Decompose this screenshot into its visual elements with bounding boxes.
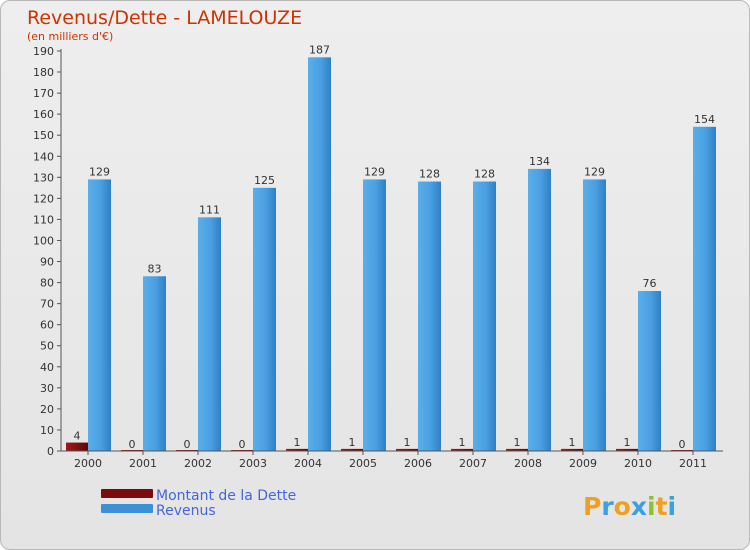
x-tick-label: 2000	[74, 457, 102, 470]
data-label-dette-2004: 1	[294, 436, 301, 449]
data-label-dette-2005: 1	[349, 436, 356, 449]
x-tick-label: 2003	[239, 457, 267, 470]
data-label-dette-2002: 0	[184, 438, 191, 451]
y-tick-label: 10	[40, 424, 54, 437]
data-label-dette-2011: 0	[679, 438, 686, 451]
y-axis-ticks: 0 10 20 30 40 50 60 70 80 90 100 110 120 130 140 150 160…	[33, 45, 61, 458]
y-tick-label: 130	[33, 171, 54, 184]
y-tick-label: 160	[33, 108, 54, 121]
x-tick-label: 2009	[569, 457, 597, 470]
legend-swatch-revenus	[101, 504, 153, 513]
y-tick-label: 70	[40, 298, 54, 311]
data-label-revenus-2005: 129	[364, 165, 385, 178]
bar-revenus-2006	[418, 181, 441, 452]
bar-revenus-2007	[473, 181, 496, 452]
logo-letter: x	[631, 492, 647, 521]
x-tick-label: 2006	[404, 457, 432, 470]
data-label-dette-2003: 0	[239, 438, 246, 451]
data-label-dette-2009: 1	[569, 436, 576, 449]
bar-revenus-2001	[143, 276, 166, 451]
bar-dette-2006	[396, 448, 418, 451]
data-label-revenus-2009: 129	[584, 165, 605, 178]
x-tick-label: 2010	[624, 457, 652, 470]
data-label-dette-2008: 1	[514, 436, 521, 449]
data-label-revenus-2002: 111	[199, 203, 220, 216]
y-tick-label: 180	[33, 66, 54, 79]
x-tick-label: 2004	[294, 457, 322, 470]
bar-dette-2000	[66, 442, 88, 451]
proxiti-logo-text: Proxiti	[583, 492, 676, 521]
data-label-dette-2000: 4	[74, 430, 81, 443]
logo-letter: r	[601, 492, 614, 521]
data-label-revenus-2010: 76	[643, 277, 657, 290]
x-tick-label: 2008	[514, 457, 542, 470]
bar-revenus-2005	[363, 179, 386, 451]
y-tick-label: 140	[33, 150, 54, 163]
chart-title: Revenus/Dette - LAMELOUZE	[27, 7, 302, 29]
data-label-revenus-2001: 83	[148, 262, 162, 275]
y-tick-label: 0	[47, 445, 54, 458]
bar-revenus-2009	[583, 179, 606, 451]
bar-dette-2008	[506, 448, 528, 451]
y-tick-label: 110	[33, 213, 54, 226]
data-label-revenus-2000: 129	[89, 165, 110, 178]
logo-letter: P	[583, 492, 601, 521]
data-label-dette-2001: 0	[129, 438, 136, 451]
logo-letter: i	[647, 492, 656, 521]
logo-letter: i	[668, 492, 677, 521]
data-label-dette-2007: 1	[459, 436, 466, 449]
y-tick-label: 20	[40, 403, 54, 416]
legend-label-revenus: Revenus	[156, 503, 216, 519]
legend-swatch-debt	[101, 489, 153, 498]
data-label-revenus-2011: 154	[694, 113, 715, 126]
y-tick-label: 40	[40, 361, 54, 374]
y-tick-label: 30	[40, 382, 54, 395]
data-label-revenus-2006: 128	[419, 168, 440, 181]
legend: Montant de la Dette Revenus	[101, 488, 296, 519]
y-tick-label: 170	[33, 87, 54, 100]
data-label-revenus-2003: 125	[254, 174, 275, 187]
bar-revenus-2010	[638, 291, 661, 451]
y-tick-label: 80	[40, 277, 54, 290]
proxiti-logo: Proxiti	[583, 492, 676, 521]
bar-revenus-2003	[253, 187, 276, 451]
data-labels: 4 129 0 83 0 111 0 125 1 187 1 129 1 128 1 128 1 134 1 129 1…	[74, 43, 716, 451]
data-label-revenus-2004: 187	[309, 43, 330, 56]
bar-revenus-2000	[88, 179, 111, 451]
logo-letter: o	[614, 492, 631, 521]
bar-revenus-2002	[198, 217, 221, 451]
y-tick-label: 90	[40, 256, 54, 269]
x-tick-label: 2001	[129, 457, 157, 470]
legend-label-debt: Montant de la Dette	[156, 488, 296, 504]
y-tick-label: 120	[33, 192, 54, 205]
bar-revenus-2011	[693, 126, 716, 451]
bar-dette-2005	[341, 448, 363, 451]
y-tick-label: 50	[40, 340, 54, 353]
bar-dette-2009	[561, 448, 583, 451]
bar-dette-2010	[616, 448, 638, 451]
data-label-dette-2006: 1	[404, 436, 411, 449]
y-tick-label: 150	[33, 129, 54, 142]
bar-revenus-2008	[528, 168, 551, 452]
x-tick-label: 2005	[349, 457, 377, 470]
data-label-revenus-2008: 134	[529, 155, 550, 168]
data-label-dette-2010: 1	[624, 436, 631, 449]
x-tick-label: 2011	[679, 457, 707, 470]
y-tick-label: 190	[33, 45, 54, 58]
bar-revenus-2004	[308, 57, 331, 451]
x-axis-ticks: 2000 2001 2002 2003 2004 2005 2006 2007 2008 2009…	[74, 451, 707, 470]
chart-subtitle: (en milliers d'€)	[27, 30, 113, 43]
y-tick-label: 100	[33, 234, 54, 247]
data-label-revenus-2007: 128	[474, 168, 495, 181]
bar-dette-2007	[451, 448, 473, 451]
x-tick-label: 2002	[184, 457, 212, 470]
x-tick-label: 2007	[459, 457, 487, 470]
bars	[66, 57, 716, 452]
logo-letter: t	[656, 492, 668, 521]
y-tick-label: 60	[40, 319, 54, 332]
bar-dette-2004	[286, 448, 308, 451]
